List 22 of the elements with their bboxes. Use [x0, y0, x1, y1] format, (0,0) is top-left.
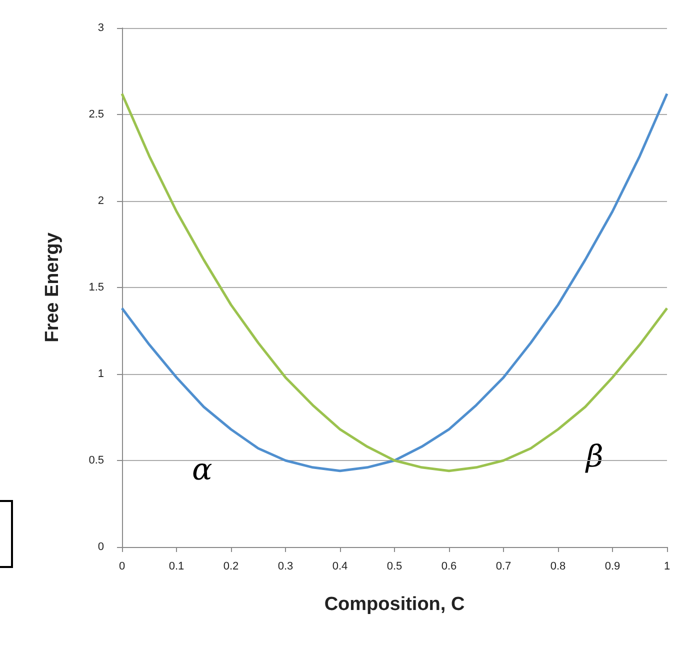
y-tick-label: 2.5 [88, 108, 104, 120]
y-tick-label: 0.5 [88, 454, 104, 466]
x-tick-label: 0.2 [223, 560, 239, 572]
x-tick-label: 0.8 [550, 560, 566, 572]
y-tick-label: 3 [98, 22, 104, 34]
y-tick-label: 1.5 [88, 282, 104, 294]
y-tick-label: 0 [98, 541, 104, 553]
annotation: α [192, 452, 212, 488]
y-tick-label: 2 [98, 195, 104, 207]
y-axis-title: Free Energy [42, 232, 63, 342]
x-tick-label: 0.5 [386, 560, 402, 572]
x-tick-label: 0.3 [278, 560, 294, 572]
x-tick-label: 0.6 [441, 560, 457, 572]
x-tick-label: 0 [118, 560, 126, 572]
x-tick-label: 1 [664, 560, 670, 572]
y-tick-label: 1 [98, 368, 104, 380]
annotation: β [585, 440, 604, 474]
x-tick-label: 0.7 [496, 560, 512, 572]
x-tick-label: 0.9 [604, 560, 620, 572]
x-tick-label: 0.1 [168, 560, 184, 572]
x-axis-title: Composition, C [324, 594, 465, 615]
x-tick-label: 0.4 [332, 560, 348, 572]
